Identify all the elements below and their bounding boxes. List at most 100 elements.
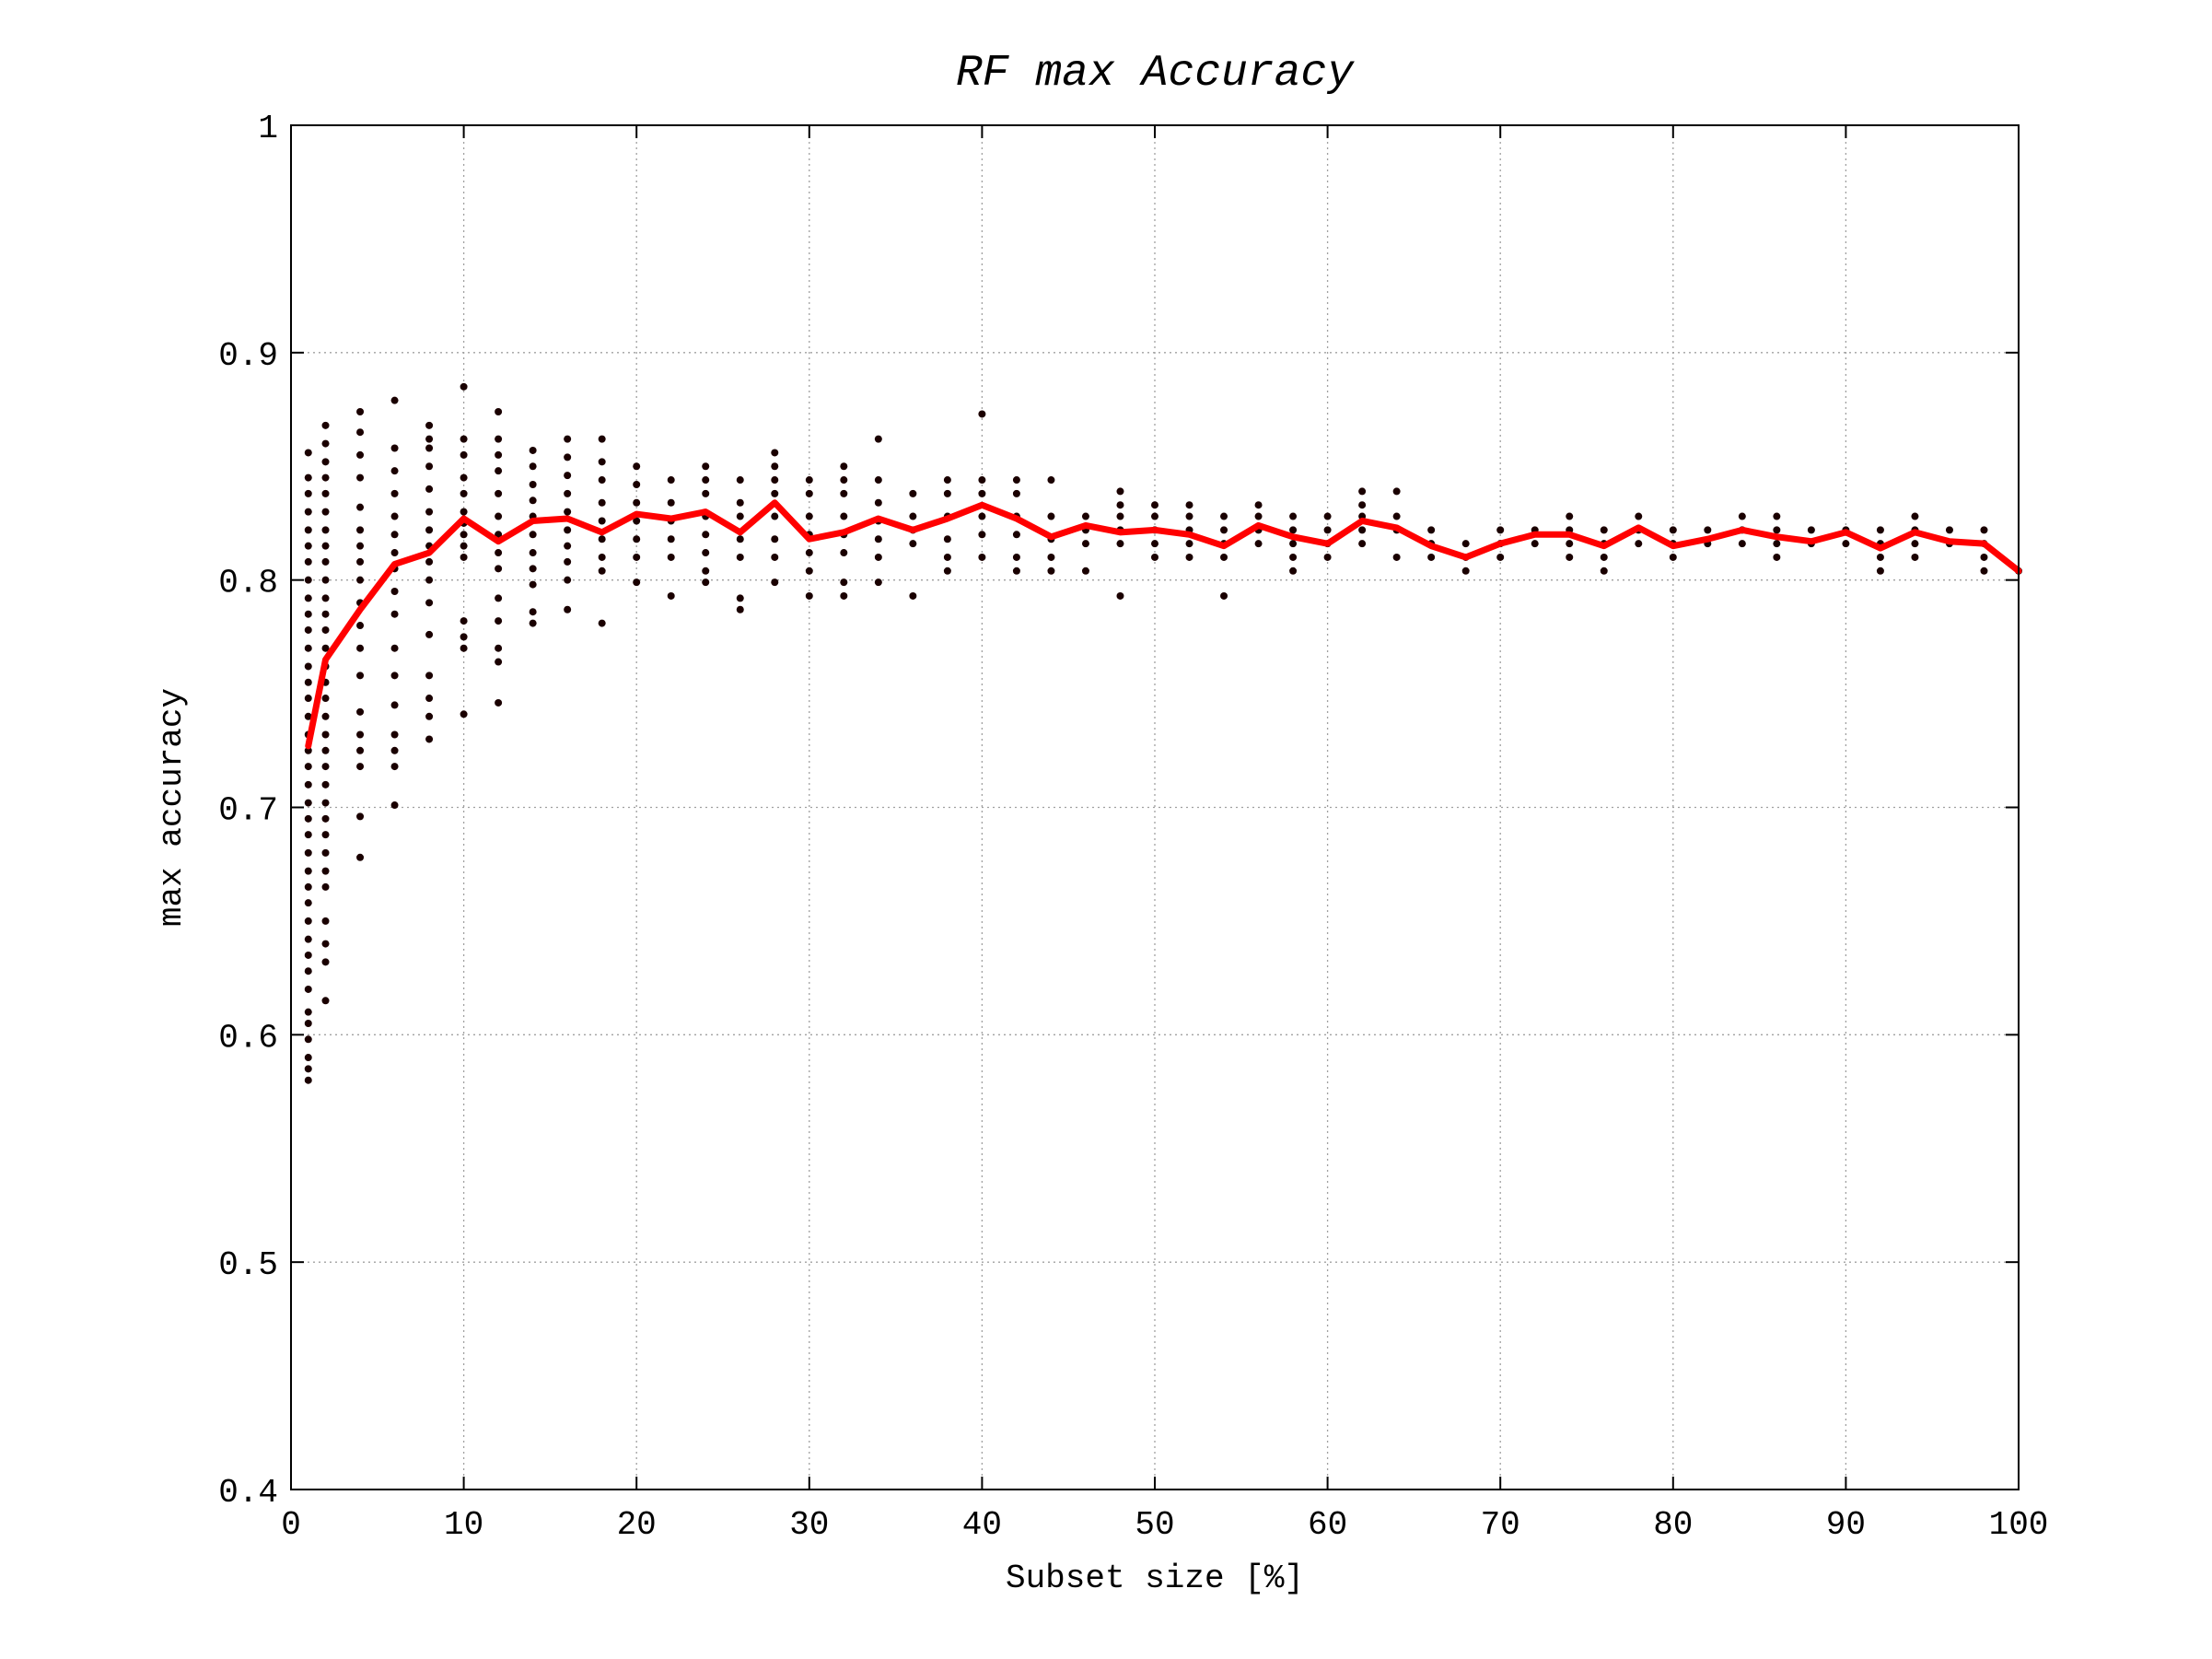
x-tick-label: 10 <box>444 1506 483 1544</box>
scatter-point <box>356 622 365 630</box>
scatter-point <box>495 549 503 557</box>
scatter-point <box>1323 526 1332 534</box>
scatter-point <box>321 831 330 839</box>
scatter-point <box>460 553 468 561</box>
scatter-point <box>1047 567 1055 575</box>
scatter-point <box>304 1035 312 1044</box>
scatter-point <box>304 985 312 993</box>
scatter-point <box>564 489 572 497</box>
scatter-point <box>529 480 537 488</box>
scatter-point <box>529 565 537 573</box>
scatter-point <box>1358 487 1367 496</box>
scatter-point <box>909 512 917 520</box>
scatter-point <box>943 476 951 485</box>
x-tick-label: 50 <box>1135 1506 1174 1544</box>
tick-layer: 0 10 20 30 40 50 60 70 80 90 100 0.4 0.5 0.6 0.7 0.8 0.9… <box>218 110 2048 1544</box>
scatter-point <box>495 594 503 602</box>
scatter-point <box>356 428 365 437</box>
scatter-point <box>874 578 882 587</box>
scatter-point <box>304 831 312 839</box>
scatter-point <box>304 594 312 602</box>
scatter-point <box>1081 512 1089 520</box>
scatter-point <box>702 462 710 471</box>
scatter-point <box>304 967 312 976</box>
scatter-point <box>771 578 779 587</box>
scatter-point <box>736 476 744 485</box>
scatter-point <box>321 557 330 566</box>
scatter-point <box>356 644 365 652</box>
scatter-point <box>805 549 813 557</box>
scatter-point <box>356 450 365 459</box>
scatter-point <box>356 408 365 416</box>
scatter-point <box>1012 553 1020 561</box>
scatter-point <box>425 557 434 566</box>
scatter-point <box>771 449 779 457</box>
scatter-point <box>495 435 503 443</box>
scatter-point <box>495 489 503 497</box>
scatter-point <box>495 698 503 707</box>
scatter-point <box>598 619 606 627</box>
scatter-point <box>909 591 917 600</box>
scatter-point <box>978 512 986 520</box>
scatter-point <box>1081 567 1089 575</box>
scatter-point <box>1566 553 1574 561</box>
scatter-point <box>1012 567 1020 575</box>
scatter-point <box>736 498 744 507</box>
scatter-point <box>1151 540 1158 548</box>
x-tick-label: 30 <box>789 1506 829 1544</box>
scatter-point <box>1358 526 1367 534</box>
scatter-point <box>874 476 882 485</box>
scatter-point <box>1047 553 1055 561</box>
scatter-point <box>304 746 312 754</box>
scatter-point <box>321 542 330 550</box>
scatter-point <box>304 662 312 671</box>
scatter-point <box>495 450 503 459</box>
scatter-point <box>1289 553 1298 561</box>
scatter-point <box>1911 512 1919 520</box>
scatter-point <box>460 489 468 497</box>
x-tick-label: 20 <box>617 1506 657 1544</box>
scatter-point <box>390 489 399 497</box>
scatter-point <box>1254 512 1263 520</box>
scatter-point <box>495 467 503 475</box>
scatter-point <box>1047 512 1055 520</box>
scatter-point <box>304 625 312 634</box>
scatter-point <box>1945 526 1953 534</box>
scatter-point <box>304 799 312 807</box>
scatter-point <box>304 610 312 618</box>
scatter-point <box>304 882 312 891</box>
scatter-point <box>978 553 986 561</box>
scatter-point <box>702 476 710 485</box>
scatter-point <box>978 410 986 418</box>
scatter-point <box>805 591 813 600</box>
x-axis-label: Subset size [%] <box>1006 1560 1304 1597</box>
scatter-point <box>702 578 710 587</box>
scatter-point <box>356 503 365 511</box>
scatter-point <box>425 421 434 429</box>
scatter-point <box>736 594 744 602</box>
scatter-point <box>702 567 710 575</box>
scatter-point <box>321 610 330 618</box>
scatter-point <box>321 997 330 1005</box>
scatter-point <box>304 644 312 652</box>
scatter-point <box>460 450 468 459</box>
scatter-point <box>1842 540 1850 548</box>
scatter-point <box>390 746 399 754</box>
scatter-point <box>304 951 312 959</box>
scatter-point <box>564 576 572 584</box>
scatter-point <box>304 763 312 771</box>
scatter-point <box>321 695 330 703</box>
scatter-point <box>667 591 675 600</box>
scatter-point <box>460 531 468 539</box>
scatter-point <box>564 557 572 566</box>
scatter-point <box>1323 512 1332 520</box>
scatter-point <box>598 435 606 443</box>
scatter-point <box>304 508 312 516</box>
scatter-point <box>321 882 330 891</box>
scatter-point <box>529 462 537 471</box>
scatter-point <box>1254 540 1263 548</box>
scatter-point <box>1980 567 1988 575</box>
scatter-point <box>633 517 641 525</box>
scatter-point <box>978 489 986 497</box>
